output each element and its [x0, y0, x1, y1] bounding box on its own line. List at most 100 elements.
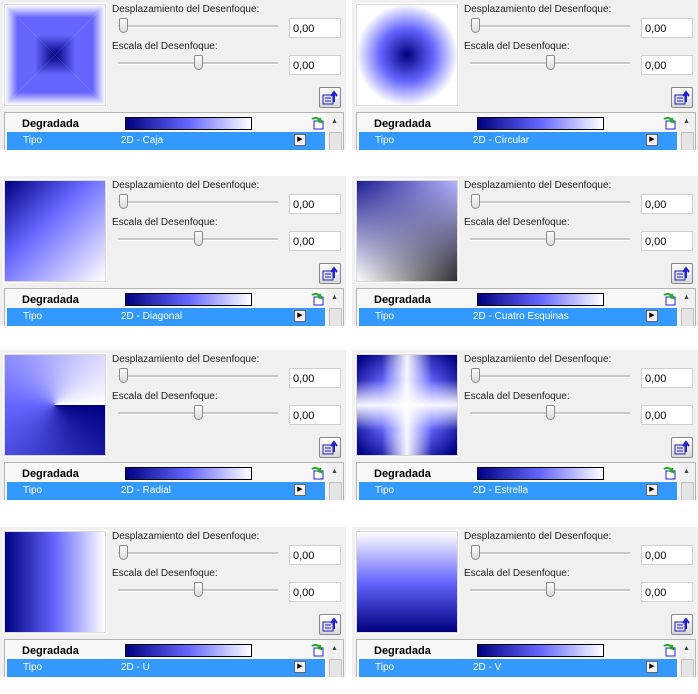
scroll-up-icon[interactable]: ▲ — [331, 118, 338, 125]
scale-input[interactable]: 0,00 — [641, 55, 693, 75]
offset-slider-thumb[interactable] — [471, 368, 480, 383]
gradient-bar[interactable] — [477, 117, 604, 130]
offset-input[interactable]: 0,00 — [289, 18, 341, 38]
scroll-up-icon[interactable]: ▲ — [331, 468, 338, 475]
scale-slider[interactable] — [470, 405, 630, 420]
scrollbar[interactable]: ▲ — [327, 289, 343, 326]
export-button[interactable] — [319, 87, 341, 108]
gradient-bar[interactable] — [125, 293, 252, 306]
load-icon[interactable] — [663, 643, 677, 662]
property-row-tipo[interactable]: Tipo 2D - U ▶ — [7, 659, 325, 677]
scrollbar[interactable]: ▲ — [327, 640, 343, 677]
gradient-bar[interactable] — [125, 117, 252, 130]
scale-input[interactable]: 0,00 — [641, 231, 693, 251]
property-row-tipo[interactable]: Tipo 2D - Cuatro Esquinas ▶ — [359, 308, 677, 326]
export-button[interactable] — [671, 614, 693, 635]
scrollbar-thumb[interactable] — [681, 308, 694, 326]
offset-slider[interactable] — [118, 194, 278, 209]
gradient-bar[interactable] — [125, 467, 252, 480]
scale-slider[interactable] — [470, 55, 630, 70]
property-row-tipo[interactable]: Tipo 2D - Radial ▶ — [7, 482, 325, 500]
scale-input[interactable]: 0,00 — [641, 405, 693, 425]
scroll-up-icon[interactable]: ▲ — [683, 118, 690, 125]
scale-slider[interactable] — [118, 231, 278, 246]
scroll-up-icon[interactable]: ▲ — [683, 468, 690, 475]
expand-arrow-button[interactable]: ▶ — [294, 134, 306, 146]
scroll-up-icon[interactable]: ▲ — [331, 645, 338, 652]
expand-arrow-button[interactable]: ▶ — [294, 661, 306, 673]
scrollbar-thumb[interactable] — [329, 132, 342, 150]
property-row-tipo[interactable]: Tipo 2D - Diagonal ▶ — [7, 308, 325, 326]
scale-input[interactable]: 0,00 — [289, 582, 341, 602]
scale-slider-thumb[interactable] — [194, 55, 203, 70]
export-button[interactable] — [319, 437, 341, 458]
scrollbar[interactable]: ▲ — [679, 463, 695, 500]
scrollbar-thumb[interactable] — [681, 132, 694, 150]
export-button[interactable] — [671, 87, 693, 108]
scroll-up-icon[interactable]: ▲ — [683, 294, 690, 301]
scrollbar[interactable]: ▲ — [327, 463, 343, 500]
export-button[interactable] — [319, 263, 341, 284]
load-icon[interactable] — [663, 116, 677, 135]
scale-slider-thumb[interactable] — [194, 405, 203, 420]
offset-slider-thumb[interactable] — [119, 194, 128, 209]
offset-slider-thumb[interactable] — [119, 545, 128, 560]
gradient-bar[interactable] — [125, 644, 252, 657]
property-row-tipo[interactable]: Tipo 2D - Estrella ▶ — [359, 482, 677, 500]
scrollbar-thumb[interactable] — [681, 659, 694, 677]
load-icon[interactable] — [663, 292, 677, 311]
offset-slider-thumb[interactable] — [471, 18, 480, 33]
load-icon[interactable] — [663, 466, 677, 485]
scale-input[interactable]: 0,00 — [289, 55, 341, 75]
expand-arrow-button[interactable]: ▶ — [646, 661, 658, 673]
scale-slider-thumb[interactable] — [546, 405, 555, 420]
offset-slider[interactable] — [470, 194, 630, 209]
property-row-tipo[interactable]: Tipo 2D - V ▶ — [359, 659, 677, 677]
scale-input[interactable]: 0,00 — [641, 582, 693, 602]
gradient-bar[interactable] — [477, 293, 604, 306]
scrollbar[interactable]: ▲ — [327, 113, 343, 150]
offset-slider-thumb[interactable] — [471, 545, 480, 560]
scale-slider[interactable] — [470, 582, 630, 597]
scale-slider-thumb[interactable] — [546, 582, 555, 597]
scrollbar-thumb[interactable] — [329, 308, 342, 326]
scrollbar[interactable]: ▲ — [679, 113, 695, 150]
offset-slider-thumb[interactable] — [119, 368, 128, 383]
scale-slider-thumb[interactable] — [194, 582, 203, 597]
scale-slider-thumb[interactable] — [546, 231, 555, 246]
scroll-up-icon[interactable]: ▲ — [331, 294, 338, 301]
scale-slider-thumb[interactable] — [194, 231, 203, 246]
scrollbar[interactable]: ▲ — [679, 289, 695, 326]
scale-slider[interactable] — [118, 405, 278, 420]
expand-arrow-button[interactable]: ▶ — [294, 310, 306, 322]
scale-slider[interactable] — [118, 582, 278, 597]
offset-slider-thumb[interactable] — [119, 18, 128, 33]
expand-arrow-button[interactable]: ▶ — [646, 134, 658, 146]
offset-slider[interactable] — [118, 18, 278, 33]
scale-slider-thumb[interactable] — [546, 55, 555, 70]
property-row-tipo[interactable]: Tipo 2D - Caja ▶ — [7, 132, 325, 150]
offset-slider[interactable] — [470, 545, 630, 560]
scrollbar-thumb[interactable] — [329, 659, 342, 677]
offset-slider[interactable] — [118, 368, 278, 383]
scrollbar[interactable]: ▲ — [679, 640, 695, 677]
expand-arrow-button[interactable]: ▶ — [646, 484, 658, 496]
export-button[interactable] — [671, 263, 693, 284]
offset-input[interactable]: 0,00 — [641, 18, 693, 38]
offset-input[interactable]: 0,00 — [641, 545, 693, 565]
gradient-bar[interactable] — [477, 644, 604, 657]
offset-input[interactable]: 0,00 — [289, 545, 341, 565]
export-button[interactable] — [319, 614, 341, 635]
scale-slider[interactable] — [470, 231, 630, 246]
offset-input[interactable]: 0,00 — [641, 194, 693, 214]
load-icon[interactable] — [311, 292, 325, 311]
property-row-tipo[interactable]: Tipo 2D - Circular ▶ — [359, 132, 677, 150]
scale-input[interactable]: 0,00 — [289, 405, 341, 425]
scale-input[interactable]: 0,00 — [289, 231, 341, 251]
offset-slider[interactable] — [470, 368, 630, 383]
load-icon[interactable] — [311, 643, 325, 662]
offset-input[interactable]: 0,00 — [289, 194, 341, 214]
scale-slider[interactable] — [118, 55, 278, 70]
scrollbar-thumb[interactable] — [329, 482, 342, 500]
expand-arrow-button[interactable]: ▶ — [646, 310, 658, 322]
